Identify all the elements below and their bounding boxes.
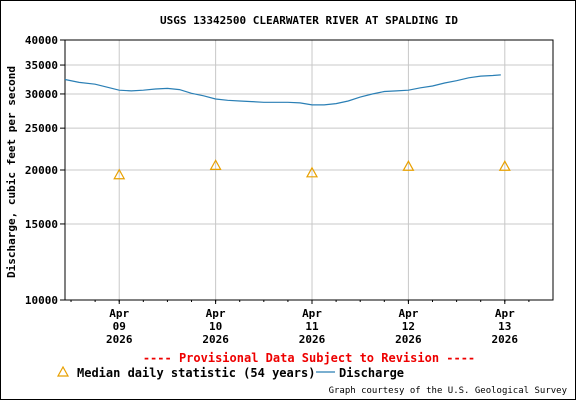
y-tick-label: 25000 [25,122,58,135]
x-tick-label: 2026 [202,333,229,346]
x-tick-label: 13 [498,320,511,333]
y-tick-label: 10000 [25,294,58,307]
x-tick-label: Apr [109,307,129,320]
median-point [113,168,126,180]
x-tick-label: 10 [209,320,222,333]
y-tick-label: 30000 [25,88,58,101]
x-tick-label: 2026 [299,333,326,346]
median-point [498,160,511,171]
x-tick-label: 2026 [106,333,133,346]
median-point [209,159,222,170]
y-tick-label: 20000 [25,164,58,177]
y-tick-label: 40000 [25,34,58,47]
x-tick-label: 12 [402,320,415,333]
credit-text: Graph courtesy of the U.S. Geological Su… [329,386,568,396]
median-point [402,160,415,171]
x-tick-label: 11 [305,320,319,333]
chart-title: USGS 13342500 CLEARWATER RIVER AT SPALDI… [160,14,458,27]
x-tick-label: 2026 [395,333,422,346]
x-tick-label: 09 [113,320,126,333]
discharge-series-line [64,74,501,106]
x-tick-label: 2026 [492,333,519,346]
legend-median-marker [56,365,70,377]
legend-discharge-label: Discharge [339,366,404,380]
x-tick-label: Apr [398,307,418,320]
legend-median-label: Median daily statistic (54 years) [77,366,315,380]
y-tick-label: 35000 [25,59,58,72]
x-tick-label: Apr [206,307,226,320]
median-point [305,166,319,178]
plot-border [64,39,554,301]
provisional-notice: ---- Provisional Data Subject to Revisio… [143,351,475,365]
x-tick-label: Apr [495,307,515,320]
y-tick-label: 15000 [25,218,58,231]
y-axis-label: Discharge, cubic feet per second [5,66,18,278]
x-tick-label: Apr [302,307,322,320]
